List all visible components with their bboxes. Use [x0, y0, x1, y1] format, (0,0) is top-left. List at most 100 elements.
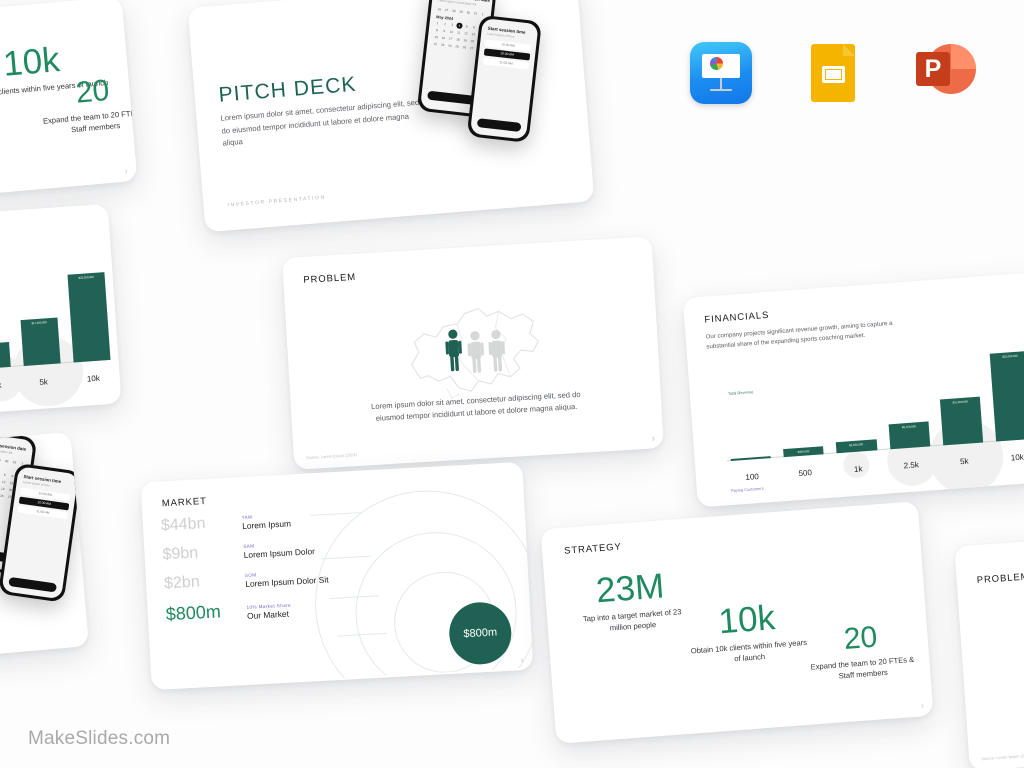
calendar-day[interactable]: 27 — [444, 7, 449, 13]
slide-pitch-deck[interactable]: PITCH DECK Lorem ipsum dolor sit amet, c… — [187, 0, 595, 233]
watermark: MakeSlides.com — [28, 728, 171, 749]
page-number: 7 — [920, 704, 925, 711]
powerpoint-letter: P — [924, 54, 942, 83]
chart-bar: $450,000 — [783, 446, 824, 458]
strategy-number: 10k — [717, 598, 777, 642]
strategy-number: 20 — [842, 620, 879, 656]
calendar-day[interactable]: 5 — [465, 24, 468, 29]
chart-bar-value: $23,000,000 — [1001, 353, 1018, 359]
calendar-day[interactable]: 30 — [466, 10, 471, 15]
slide-market[interactable]: MARKET $44bn TAM Lorem Ipsum $9bn SAM Lorem I… — [140, 461, 534, 691]
calendar-day[interactable]: 26 — [462, 45, 467, 50]
keynote-pie-chart — [710, 57, 723, 70]
slide-eyebrow: PROBLEM — [976, 571, 1024, 587]
chart-bar-value: $100,000 — [745, 459, 757, 465]
slide-problem[interactable]: PROBLEM — [282, 236, 664, 470]
market-name: Our Market — [246, 608, 290, 621]
slide-strategy[interactable]: STRATEGY 23M Tap into a target market of… — [540, 501, 934, 744]
map-illustration — [390, 290, 556, 409]
chart-bar-value: $11,500,000 — [952, 399, 968, 405]
slide-strategy-topleft[interactable]: 10k Obtain 10k clients within five years… — [0, 0, 138, 209]
financials-chart: Total Revenue Paying Customers $100,000 $… — [706, 350, 1024, 494]
calendar-day[interactable]: 31 — [473, 11, 478, 16]
keynote-icon[interactable] — [690, 42, 752, 104]
phone-next-button[interactable] — [427, 90, 476, 105]
market-row: $9bn SAM Lorem Ipsum Dolor — [162, 538, 327, 565]
phone-mockup-times: Start session time Lorem ipsum of hour 1… — [466, 14, 542, 143]
calendar-day[interactable]: 3 — [451, 22, 454, 27]
calendar-day[interactable]: 10 — [449, 29, 454, 35]
slide-eyebrow: STRATEGY — [563, 541, 623, 557]
chart-bar: $23,000,000 — [67, 272, 111, 363]
chart-x-tick: 10k — [86, 373, 101, 384]
slide-phones-bottomleft[interactable]: Select start session date Lorem ipsum co… — [0, 431, 89, 664]
calendar-day[interactable]: 19 — [463, 38, 468, 43]
calendar-day[interactable]: 1 — [436, 21, 439, 26]
market-row: $800m 10% Market Share Our Market — [165, 595, 330, 625]
slide-financials-left[interactable]: FINANCIALS Our company projects signific… — [0, 203, 122, 427]
calendar-day[interactable]: 11 — [456, 30, 461, 35]
slide-financials[interactable]: FINANCIALS Our company projects signific… — [682, 272, 1024, 508]
slide-eyebrow: MARKET — [161, 495, 208, 510]
calendar-day[interactable]: 31 — [12, 460, 17, 465]
strategy-number: 23M — [594, 566, 666, 611]
chart-bar-value: $11,500,000 — [31, 320, 48, 326]
calendar-day[interactable]: 26 — [0, 493, 4, 499]
calendar-day[interactable]: 6 — [472, 25, 476, 30]
calendar-day[interactable]: 30 — [4, 458, 9, 464]
market-row: $44bn TAM Lorem Ipsum — [161, 509, 326, 536]
chart-bar-value: $5,750,000 — [0, 345, 8, 351]
chart-x-tick: 500 — [798, 468, 813, 479]
calendar-day[interactable]: 29 — [459, 9, 463, 14]
slide-problem-bottomright[interactable]: PROBLEM Source: Lorem Ipsum (2024) — [954, 533, 1024, 768]
calendar-day[interactable]: 28 — [451, 8, 456, 14]
strategy-text: Obtain 10k clients within five years of … — [690, 637, 808, 664]
slide-eyebrow: FINANCIALS — [704, 309, 770, 326]
chart-x-tick: 2.5k — [903, 460, 920, 471]
calendar-day[interactable]: 17 — [448, 36, 453, 41]
calendar-day[interactable]: 27 — [469, 46, 474, 51]
phone-next-button[interactable] — [476, 118, 522, 132]
calendar-day[interactable]: 15 — [434, 34, 439, 40]
chart-x-tick: 10k — [1010, 452, 1024, 463]
chart-bar: $11,500,000 — [939, 396, 984, 446]
chart-bar: $11,500,000 — [20, 317, 61, 366]
keynote-stand — [720, 78, 722, 90]
chart-bar: $5,750,000 — [888, 421, 930, 450]
calendar-day[interactable]: 20 — [470, 39, 475, 44]
market-value: $9bn — [162, 544, 199, 564]
chart-x-axis-label: Paying Customers — [730, 485, 764, 494]
market-value: $800m — [165, 601, 222, 625]
calendar-day[interactable]: 8 — [435, 28, 439, 33]
chart-bar-value: $2,300,000 — [849, 442, 864, 447]
google-slides-icon[interactable] — [802, 42, 864, 104]
market-row: $2bn SOM Lorem Ipsum Dolor Sit — [164, 566, 329, 593]
source-note: Source: Lorem Ipsum (2024) — [981, 752, 1024, 762]
market-value: $2bn — [163, 573, 201, 593]
calendar-day[interactable]: 19 — [0, 486, 5, 492]
powerpoint-icon[interactable]: P — [914, 42, 976, 104]
calendar-day[interactable]: 13 — [471, 32, 476, 37]
calendar-day[interactable]: 22 — [433, 41, 438, 47]
calendar-day[interactable]: 9 — [443, 28, 446, 34]
calendar-day[interactable]: 12 — [1, 479, 6, 485]
powerpoint-square — [916, 52, 950, 86]
calendar-day[interactable]: 24 — [447, 43, 452, 48]
slide-eyebrow: PROBLEM — [303, 271, 357, 286]
calendar-day[interactable]: 5 — [3, 472, 6, 478]
calendar-day[interactable]: 2 — [443, 21, 447, 27]
page-number: 5 — [520, 658, 525, 665]
slide-footer: INVESTOR PRESENTATION — [227, 194, 327, 209]
calendar-day[interactable]: 4 — [456, 22, 463, 30]
phone-next-button[interactable] — [8, 576, 58, 593]
calendar-day[interactable]: 26 — [437, 7, 442, 12]
calendar-day[interactable]: 12 — [463, 31, 468, 36]
calendar-day[interactable]: 16 — [441, 35, 446, 41]
calendar-day[interactable]: 25 — [455, 44, 460, 49]
source-note: Source: Lorem Ipsum (2024) — [305, 452, 357, 461]
calendar-day[interactable]: 23 — [440, 42, 445, 48]
financials-description: Our company projects significant revenue… — [0, 247, 2, 281]
app-icon-row: P — [690, 42, 976, 104]
page-number: 7 — [124, 169, 128, 176]
calendar-day[interactable]: 18 — [455, 37, 460, 42]
